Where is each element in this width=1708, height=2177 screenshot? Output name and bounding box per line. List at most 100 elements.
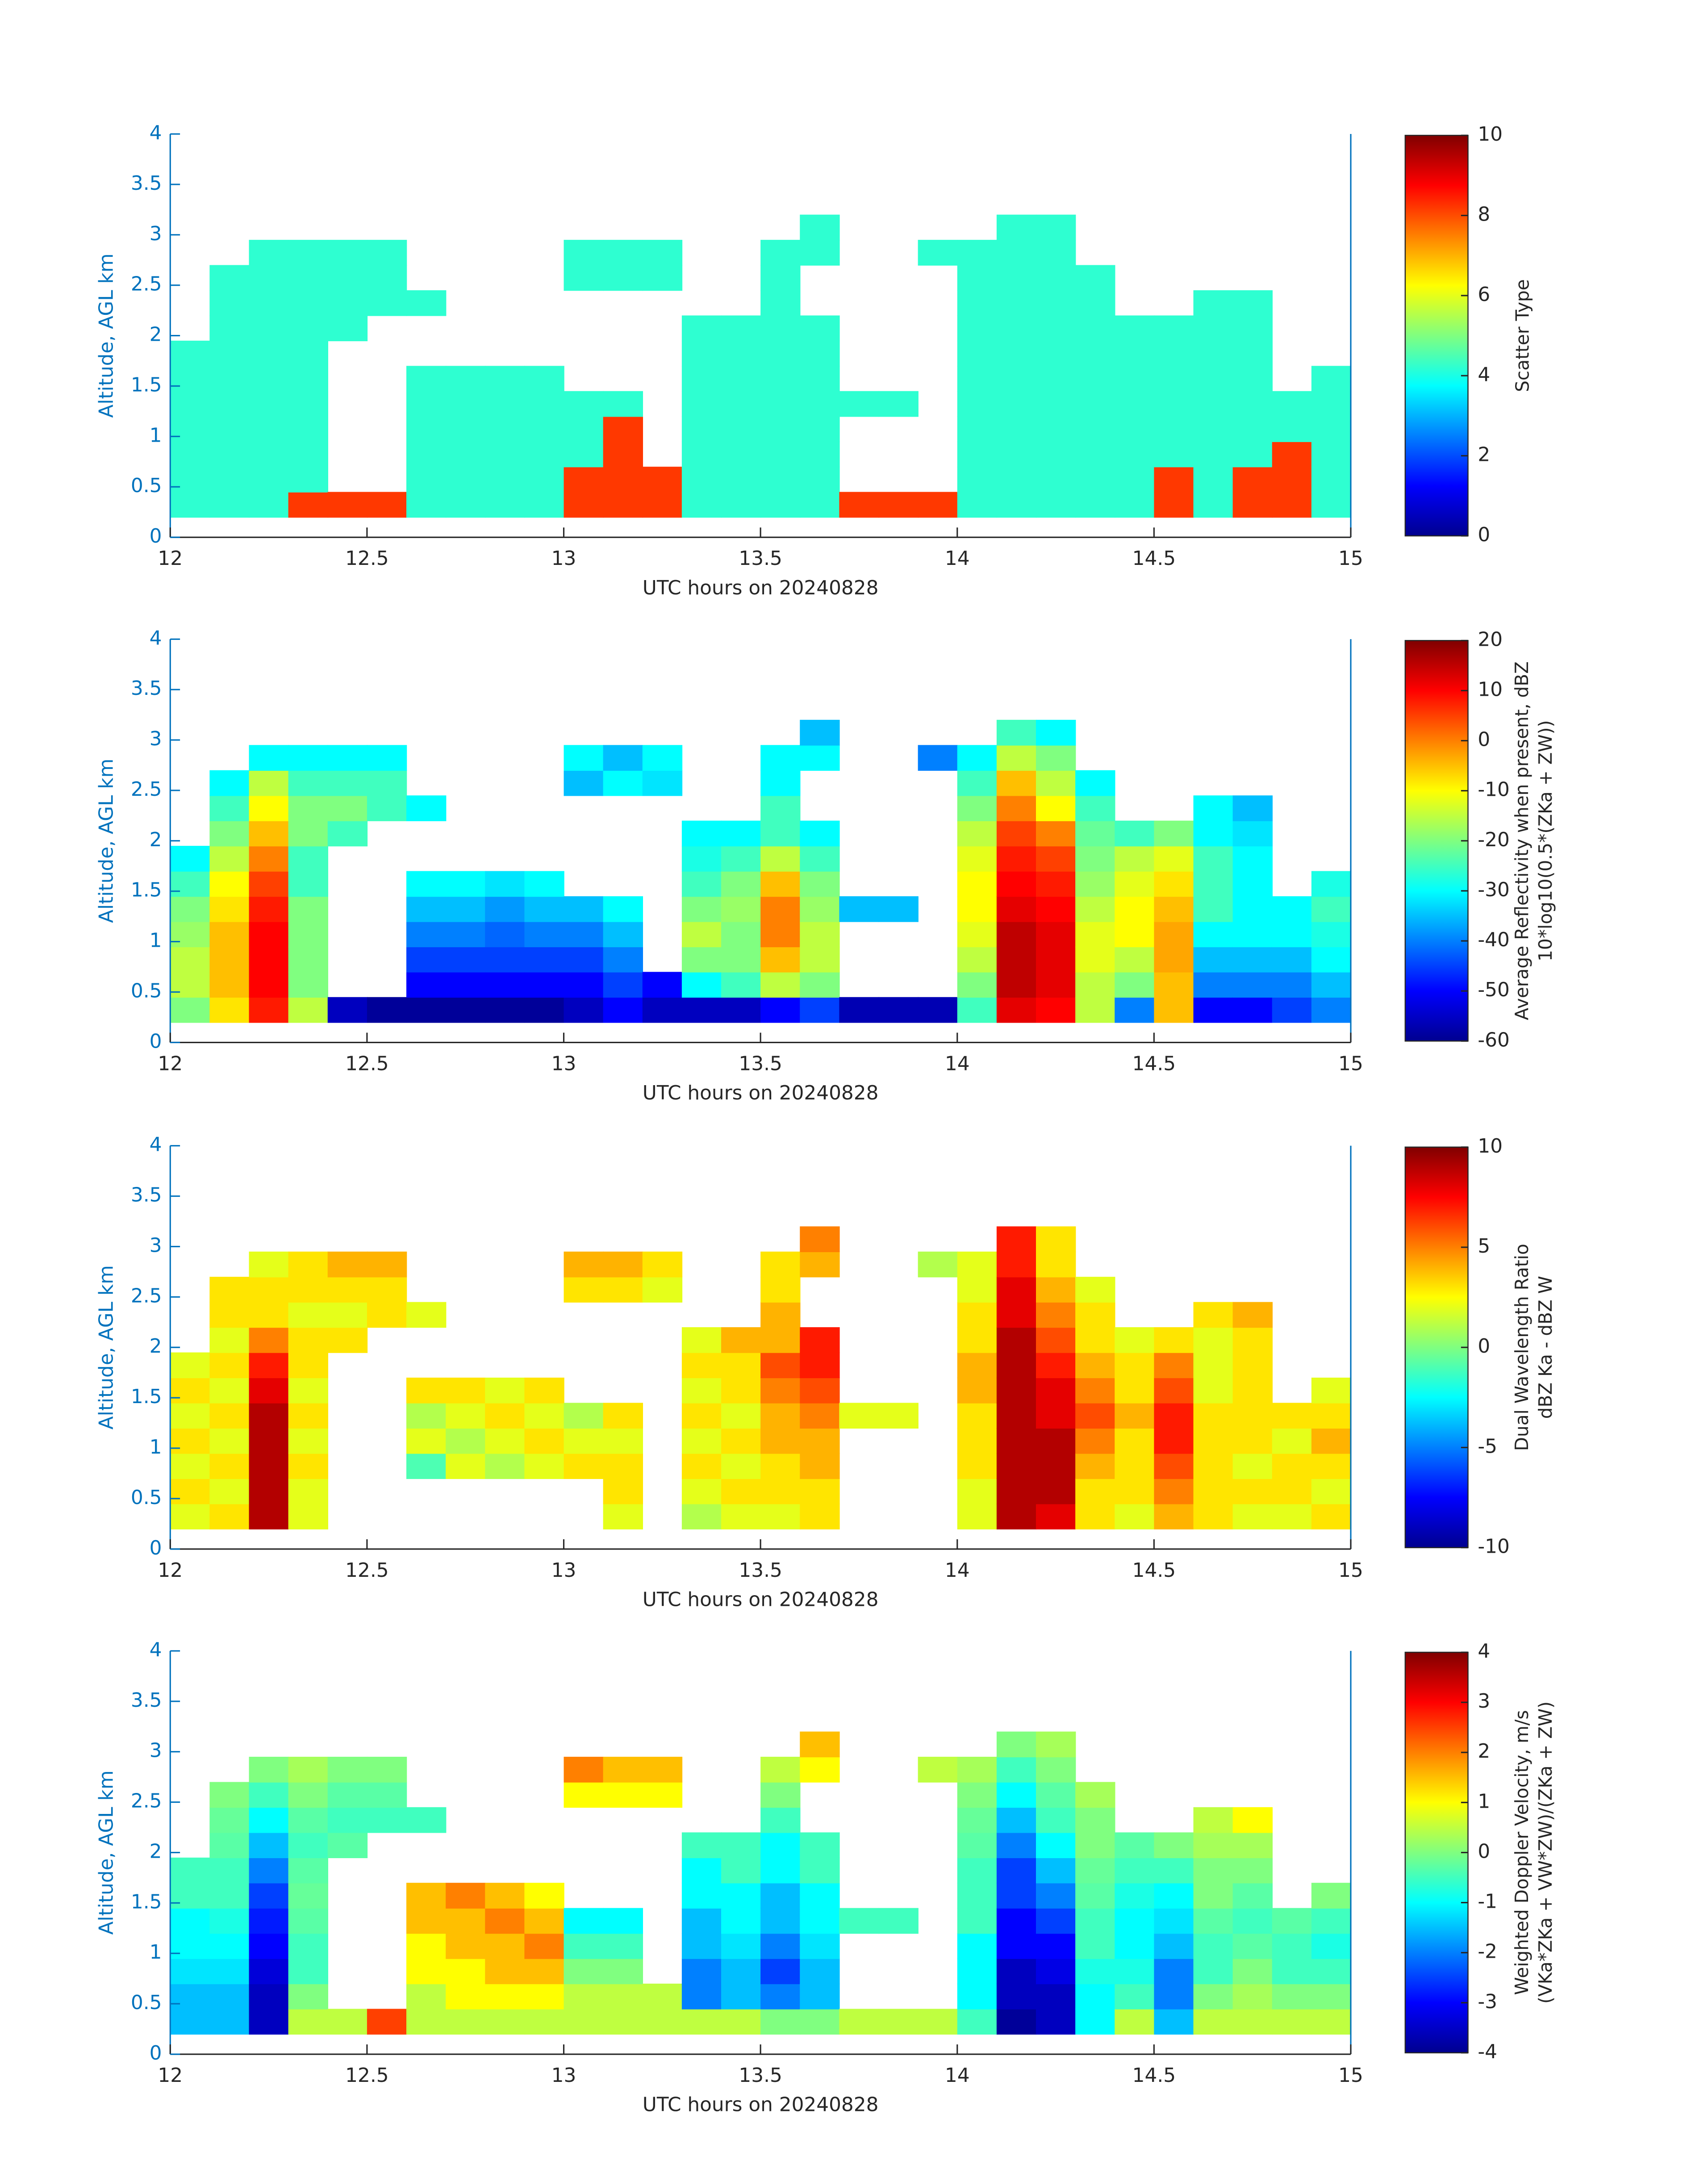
cell bbox=[564, 745, 604, 771]
cell bbox=[603, 1756, 643, 1783]
cell bbox=[564, 1958, 604, 1985]
colorbar-label: Dual Wavelength Ratio bbox=[1511, 1244, 1533, 1451]
cell bbox=[288, 820, 329, 847]
cell bbox=[996, 795, 1037, 821]
cell bbox=[327, 997, 368, 1023]
cell bbox=[485, 492, 525, 518]
cell bbox=[1115, 1933, 1155, 1959]
cell bbox=[996, 492, 1037, 518]
cell bbox=[681, 1504, 722, 1529]
colorbar-tick-label: -50 bbox=[1478, 978, 1509, 1001]
x-tick-label: 15 bbox=[1338, 547, 1363, 570]
cell bbox=[957, 2009, 998, 2035]
cell bbox=[1036, 1377, 1076, 1404]
colorbar-tick-label: 4 bbox=[1478, 363, 1490, 386]
cell bbox=[1154, 896, 1194, 922]
cell bbox=[996, 1251, 1037, 1278]
cell bbox=[1232, 315, 1273, 342]
cell bbox=[1232, 441, 1273, 468]
cell bbox=[406, 795, 447, 821]
cell bbox=[406, 1428, 447, 1454]
cell bbox=[209, 997, 250, 1023]
x-tick-label: 14.5 bbox=[1132, 1052, 1176, 1075]
cell bbox=[642, 1782, 683, 1808]
cell bbox=[996, 820, 1037, 847]
x-tick-label: 13.5 bbox=[739, 1559, 782, 1582]
cell bbox=[249, 366, 289, 392]
cell bbox=[1036, 1352, 1076, 1379]
cell bbox=[209, 492, 250, 518]
cell bbox=[603, 1251, 643, 1278]
cell bbox=[996, 921, 1037, 948]
x-tick-label: 15 bbox=[1338, 1559, 1363, 1582]
cell bbox=[1115, 896, 1155, 922]
cell bbox=[996, 1504, 1037, 1529]
cell bbox=[170, 1478, 210, 1504]
cell bbox=[249, 1832, 289, 1858]
cell bbox=[406, 871, 447, 897]
cell bbox=[406, 1958, 447, 1985]
cell bbox=[564, 467, 604, 493]
cell bbox=[209, 1933, 250, 1959]
cell bbox=[1272, 1983, 1312, 2010]
cell bbox=[564, 1983, 604, 2010]
cell bbox=[800, 1478, 840, 1504]
cell bbox=[957, 1504, 998, 1529]
cell bbox=[996, 240, 1037, 266]
cell bbox=[446, 366, 486, 392]
cell bbox=[957, 745, 998, 771]
cell bbox=[1232, 1807, 1273, 1833]
cell bbox=[1193, 795, 1233, 821]
cell bbox=[800, 416, 840, 442]
cell bbox=[446, 1377, 486, 1404]
cell bbox=[1115, 846, 1155, 872]
y-tick-label: 0.5 bbox=[131, 1991, 162, 2014]
cell bbox=[209, 1857, 250, 1884]
cell bbox=[721, 1453, 761, 1479]
cell bbox=[1115, 366, 1155, 392]
cell bbox=[957, 1832, 998, 1858]
cell bbox=[1232, 846, 1273, 872]
cell bbox=[1154, 1504, 1194, 1529]
cell bbox=[957, 1327, 998, 1353]
cell bbox=[288, 240, 329, 266]
cell bbox=[249, 1428, 289, 1454]
cell bbox=[209, 846, 250, 872]
cell bbox=[327, 240, 368, 266]
cell bbox=[524, 871, 564, 897]
cell bbox=[446, 997, 486, 1023]
colorbar-tick-label: 20 bbox=[1478, 628, 1503, 651]
cell bbox=[996, 1933, 1037, 1959]
cell bbox=[603, 1983, 643, 2010]
cell bbox=[1311, 1428, 1352, 1454]
cell bbox=[996, 997, 1037, 1023]
cell bbox=[249, 770, 289, 796]
cell bbox=[1311, 1478, 1352, 1504]
y-tick-label: 1.5 bbox=[131, 1890, 162, 1913]
y-tick-label: 3.5 bbox=[131, 677, 162, 700]
cell bbox=[209, 1807, 250, 1833]
cell bbox=[288, 1983, 329, 2010]
cell bbox=[288, 1756, 329, 1783]
cell bbox=[170, 1428, 210, 1454]
cell bbox=[642, 492, 683, 518]
cell bbox=[721, 1478, 761, 1504]
cell bbox=[170, 1504, 210, 1529]
cell bbox=[1075, 265, 1115, 291]
cell bbox=[721, 846, 761, 872]
cell bbox=[1154, 1933, 1194, 1959]
cell bbox=[1154, 391, 1194, 417]
x-tick-label: 12.5 bbox=[345, 2064, 388, 2087]
cell bbox=[800, 1983, 840, 2010]
cell bbox=[406, 441, 447, 468]
cell bbox=[406, 896, 447, 922]
cell bbox=[524, 2009, 564, 2035]
cell bbox=[406, 1933, 447, 1959]
cell bbox=[367, 745, 407, 771]
cell bbox=[839, 492, 879, 518]
cell bbox=[209, 1302, 250, 1328]
cell bbox=[996, 265, 1037, 291]
cell bbox=[485, 2009, 525, 2035]
cell bbox=[681, 467, 722, 493]
y-tick-label: 1.5 bbox=[131, 373, 162, 396]
